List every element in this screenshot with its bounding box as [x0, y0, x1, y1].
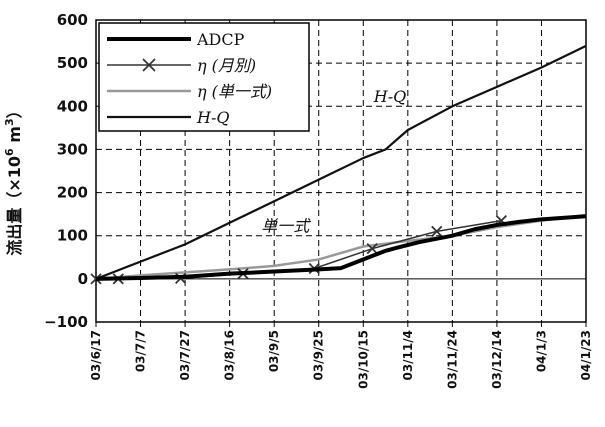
series-line-0: [95, 214, 587, 281]
y-axis-label: 流出量（×106 m3）: [3, 102, 24, 255]
annotation-label: 単一式: [261, 216, 311, 235]
x-tick-label: 03/9/5: [267, 330, 281, 372]
x-tick-label: 03/11/4: [401, 330, 415, 381]
y-axis-label-text: 流出量（×106 m3）: [3, 102, 24, 255]
y-tick-label: 300: [57, 140, 88, 158]
x-tick-label: 03/8/16: [223, 330, 237, 381]
y-tick-label: −100: [44, 313, 88, 331]
series-marker: [366, 243, 378, 255]
y-tick-label: 200: [57, 184, 88, 202]
legend: ADCP η (月別) η (単一式) H-Q: [98, 22, 310, 132]
legend-label: η (月別): [197, 56, 256, 75]
x-tick-label: 03/6/17: [89, 330, 103, 381]
series-marker: [431, 225, 443, 238]
series-line-2: [95, 213, 587, 281]
x-tick-label: 03/12/14: [490, 330, 504, 389]
x-axis-ticks: 03/6/17 03/7/7 03/7/27 03/8/16 03/9/5 03/9/25…: [89, 322, 593, 389]
x-tick-label: 04/1/23: [579, 330, 593, 381]
x-tick-label: 03/7/27: [178, 330, 192, 381]
x-tick-label: 04/1/3: [534, 330, 548, 372]
x-tick-label: 03/10/15: [356, 330, 370, 389]
series-line-3: [95, 44, 587, 280]
y-tick-label: 0: [78, 270, 88, 288]
y-tick-label: 400: [57, 97, 88, 115]
annotations: H-Q 単一式: [261, 87, 406, 235]
y-tick-label: 500: [57, 54, 88, 72]
y-tick-label: 600: [57, 11, 88, 29]
y-axis-label-group: 流出量（×106 m3）: [3, 102, 24, 255]
series-layer: [90, 44, 587, 285]
y-axis-ticks: 600 500 400 300 200 100 0 −100: [44, 11, 88, 331]
annotation-label: H-Q: [373, 87, 406, 106]
x-tick-label: 03/11/24: [445, 330, 459, 389]
legend-label: η (単一式): [197, 82, 272, 101]
x-tick-label: 03/7/7: [134, 330, 148, 372]
legend-marker: [142, 58, 156, 72]
x-tick-label: 03/9/25: [312, 330, 326, 381]
legend-label: ADCP: [196, 30, 245, 49]
y-tick-label: 100: [57, 227, 88, 245]
legend-label: H-Q: [196, 108, 229, 127]
